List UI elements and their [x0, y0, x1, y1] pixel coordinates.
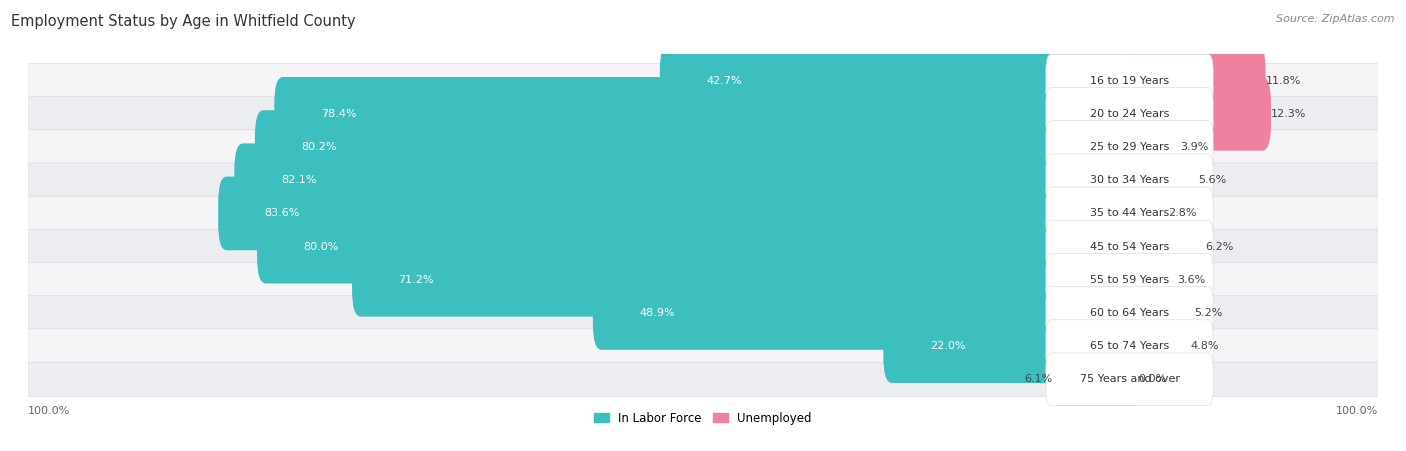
FancyBboxPatch shape — [1121, 110, 1180, 184]
FancyBboxPatch shape — [28, 230, 1378, 264]
Text: Employment Status by Age in Whitfield County: Employment Status by Age in Whitfield Co… — [11, 14, 356, 28]
FancyBboxPatch shape — [28, 362, 1378, 396]
FancyBboxPatch shape — [352, 243, 1139, 317]
Text: 45 to 54 Years: 45 to 54 Years — [1090, 242, 1170, 252]
FancyBboxPatch shape — [1121, 77, 1271, 151]
Text: 25 to 29 Years: 25 to 29 Years — [1090, 142, 1170, 152]
FancyBboxPatch shape — [28, 130, 1378, 164]
Text: 5.2%: 5.2% — [1194, 308, 1223, 318]
Text: 3.9%: 3.9% — [1180, 142, 1209, 152]
Text: 5.6%: 5.6% — [1199, 175, 1227, 185]
FancyBboxPatch shape — [28, 64, 1378, 98]
FancyBboxPatch shape — [1121, 44, 1265, 118]
FancyBboxPatch shape — [1046, 154, 1213, 207]
Text: Source: ZipAtlas.com: Source: ZipAtlas.com — [1277, 14, 1395, 23]
Text: 22.0%: 22.0% — [929, 341, 966, 351]
FancyBboxPatch shape — [1046, 220, 1213, 273]
Text: 35 to 44 Years: 35 to 44 Years — [1090, 208, 1170, 218]
FancyBboxPatch shape — [1046, 353, 1213, 406]
FancyBboxPatch shape — [28, 97, 1378, 131]
Text: 11.8%: 11.8% — [1265, 76, 1301, 86]
FancyBboxPatch shape — [1121, 143, 1199, 217]
FancyBboxPatch shape — [1046, 286, 1213, 339]
Text: 100.0%: 100.0% — [28, 406, 70, 416]
Text: 55 to 59 Years: 55 to 59 Years — [1090, 275, 1168, 285]
Text: 20 to 24 Years: 20 to 24 Years — [1090, 109, 1170, 119]
Text: 60 to 64 Years: 60 to 64 Years — [1090, 308, 1168, 318]
FancyBboxPatch shape — [883, 309, 1139, 383]
FancyBboxPatch shape — [28, 163, 1378, 198]
FancyBboxPatch shape — [257, 210, 1139, 283]
Text: 0.0%: 0.0% — [1139, 374, 1167, 384]
Text: 78.4%: 78.4% — [321, 109, 356, 119]
Text: 80.0%: 80.0% — [304, 242, 339, 252]
FancyBboxPatch shape — [593, 276, 1139, 350]
FancyBboxPatch shape — [1046, 253, 1213, 306]
FancyBboxPatch shape — [274, 77, 1139, 151]
Text: 12.3%: 12.3% — [1271, 109, 1306, 119]
FancyBboxPatch shape — [659, 44, 1139, 118]
Text: 6.2%: 6.2% — [1205, 242, 1233, 252]
FancyBboxPatch shape — [1046, 54, 1213, 107]
FancyBboxPatch shape — [1121, 243, 1177, 317]
Text: 80.2%: 80.2% — [301, 142, 337, 152]
FancyBboxPatch shape — [28, 196, 1378, 230]
FancyBboxPatch shape — [1054, 342, 1139, 416]
Text: 2.8%: 2.8% — [1168, 208, 1197, 218]
Text: 100.0%: 100.0% — [1336, 406, 1378, 416]
Text: 16 to 19 Years: 16 to 19 Years — [1090, 76, 1168, 86]
FancyBboxPatch shape — [235, 143, 1139, 217]
FancyBboxPatch shape — [1121, 210, 1205, 283]
FancyBboxPatch shape — [1121, 309, 1189, 383]
FancyBboxPatch shape — [28, 329, 1378, 364]
FancyBboxPatch shape — [218, 177, 1139, 250]
Text: 65 to 74 Years: 65 to 74 Years — [1090, 341, 1170, 351]
Text: 6.1%: 6.1% — [1025, 374, 1053, 384]
Text: 30 to 34 Years: 30 to 34 Years — [1090, 175, 1168, 185]
FancyBboxPatch shape — [1046, 187, 1213, 240]
Legend: In Labor Force, Unemployed: In Labor Force, Unemployed — [595, 412, 811, 425]
FancyBboxPatch shape — [1046, 121, 1213, 174]
Text: 4.8%: 4.8% — [1189, 341, 1219, 351]
FancyBboxPatch shape — [1121, 177, 1168, 250]
Text: 3.6%: 3.6% — [1177, 275, 1205, 285]
Text: 42.7%: 42.7% — [706, 76, 742, 86]
FancyBboxPatch shape — [28, 296, 1378, 330]
Text: 71.2%: 71.2% — [398, 275, 434, 285]
FancyBboxPatch shape — [254, 110, 1139, 184]
Text: 82.1%: 82.1% — [281, 175, 316, 185]
Text: 83.6%: 83.6% — [264, 208, 299, 218]
FancyBboxPatch shape — [1046, 320, 1213, 373]
Text: 48.9%: 48.9% — [640, 308, 675, 318]
Text: 75 Years and over: 75 Years and over — [1080, 374, 1180, 384]
FancyBboxPatch shape — [28, 262, 1378, 297]
FancyBboxPatch shape — [1121, 276, 1194, 350]
FancyBboxPatch shape — [1046, 87, 1213, 140]
